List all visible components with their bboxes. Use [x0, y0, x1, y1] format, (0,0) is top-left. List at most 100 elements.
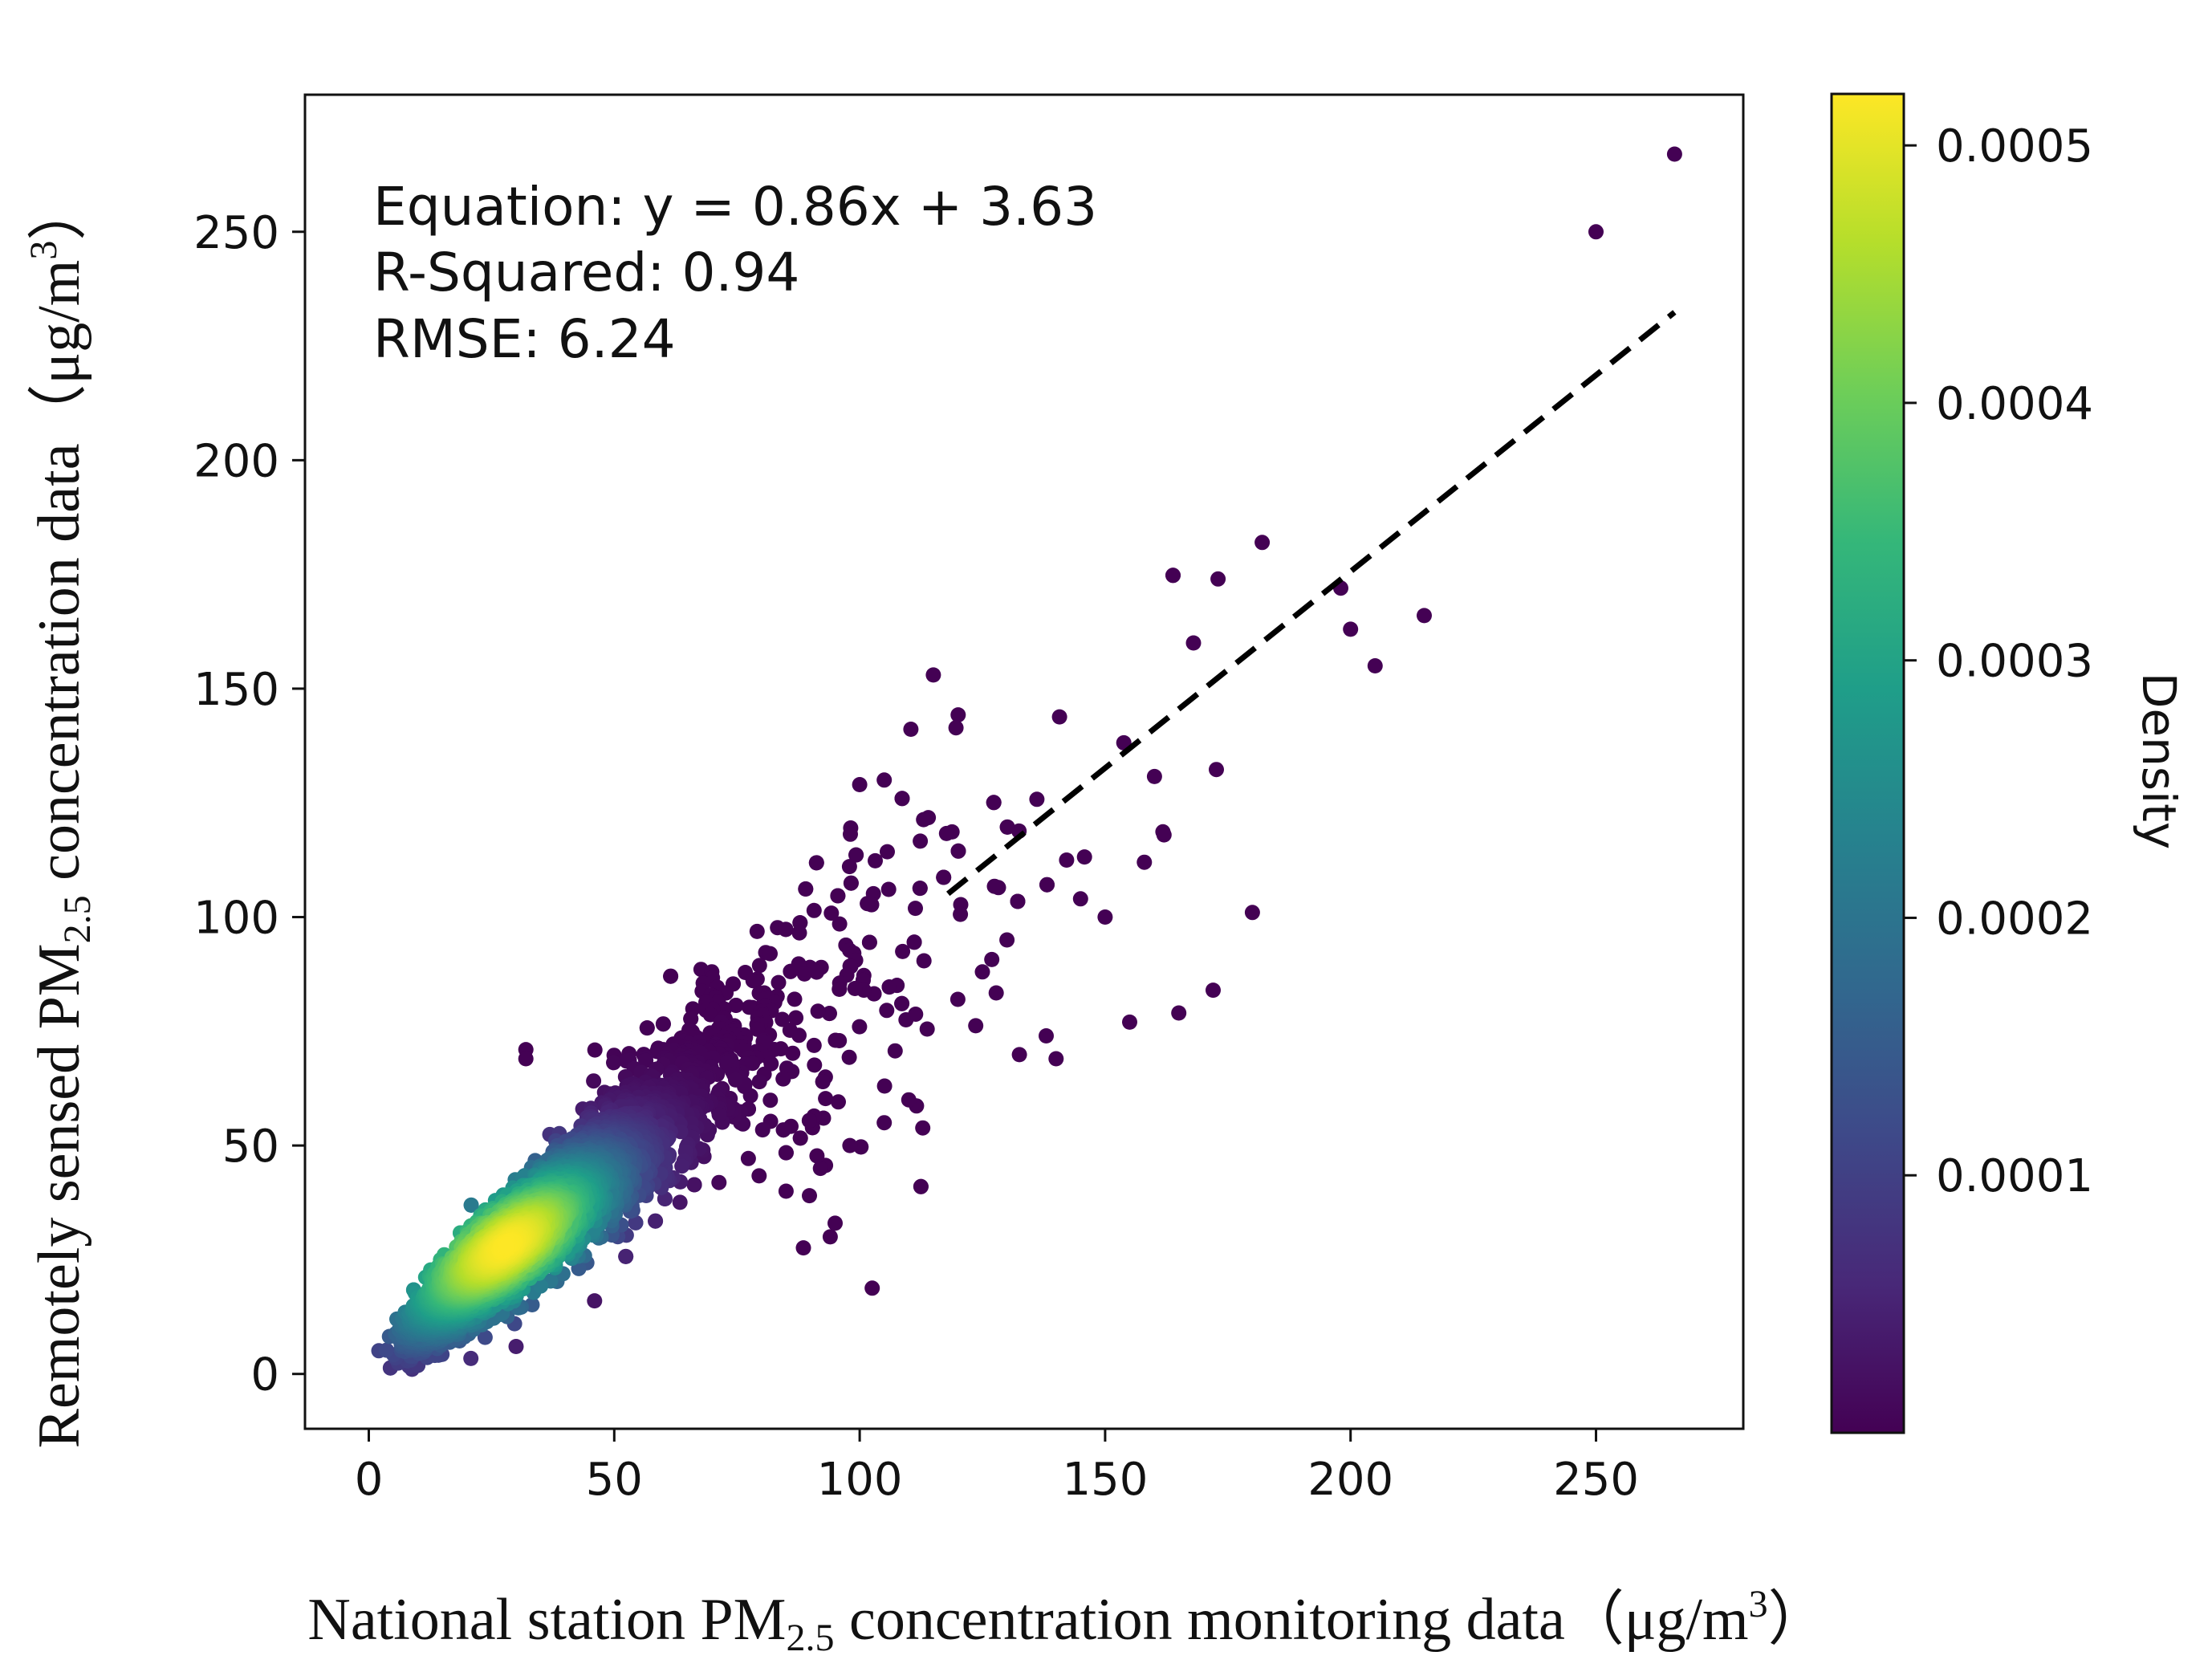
data-point [913, 833, 929, 849]
data-point [822, 1229, 838, 1245]
data-point [788, 1010, 804, 1026]
data-point [894, 995, 910, 1011]
data-point [919, 1021, 935, 1037]
data-point [876, 1115, 893, 1131]
data-point [785, 1045, 801, 1061]
data-point [754, 1122, 771, 1138]
data-point [808, 855, 824, 871]
data-point [1122, 1014, 1137, 1030]
data-point [775, 1011, 791, 1027]
data-point [801, 1113, 817, 1129]
data-point [663, 968, 679, 984]
data-point [802, 1188, 817, 1204]
data-point [986, 795, 1002, 811]
data-point [880, 844, 895, 860]
data-point [868, 852, 883, 869]
data-point [936, 869, 952, 885]
data-point [968, 1018, 984, 1034]
data-point [1010, 893, 1026, 909]
data-point [1076, 849, 1092, 865]
data-point [1254, 535, 1271, 551]
data-point [751, 1168, 767, 1184]
data-point [463, 1350, 479, 1366]
data-point [795, 1240, 811, 1256]
data-point [831, 1094, 846, 1110]
data-point [775, 1122, 791, 1138]
data-point [809, 1148, 825, 1164]
data-point [683, 1011, 699, 1027]
data-point [916, 953, 932, 969]
data-point [986, 878, 1002, 894]
data-point [778, 921, 794, 938]
data-point [827, 1215, 843, 1231]
data-point [762, 946, 778, 962]
data-point [876, 772, 893, 788]
data-point [518, 1051, 534, 1067]
data-point [815, 1074, 831, 1089]
data-point [830, 888, 846, 904]
data-point [806, 902, 822, 918]
data-point [861, 934, 877, 950]
data-point [742, 999, 757, 1015]
data-point [533, 1278, 549, 1294]
data-point [686, 1177, 702, 1193]
data-point [1048, 1051, 1064, 1067]
data-point [796, 966, 812, 982]
data-point [938, 825, 954, 841]
data-point [1588, 224, 1604, 240]
data-point [745, 973, 761, 989]
data-point [728, 1072, 743, 1088]
data-point [672, 1194, 688, 1210]
data-point [778, 1145, 794, 1161]
data-point [906, 934, 922, 950]
data-point [728, 998, 744, 1013]
data-point [953, 906, 969, 922]
data-point [806, 1037, 822, 1053]
data-point [853, 1139, 869, 1155]
data-point [876, 1078, 893, 1094]
data-point [762, 1092, 779, 1109]
data-point [810, 1003, 826, 1019]
data-point [711, 1174, 727, 1190]
data-point [711, 1107, 727, 1123]
data-point [740, 1150, 756, 1166]
data-point [984, 951, 1000, 967]
data-point [606, 1055, 621, 1071]
data-point [1039, 1028, 1054, 1043]
data-point [950, 707, 966, 723]
data-point [1209, 762, 1224, 778]
data-point [1417, 608, 1432, 624]
data-point [787, 991, 803, 1007]
data-point [1059, 852, 1075, 868]
data-point [894, 791, 910, 807]
data-point [925, 667, 941, 683]
data-point [948, 720, 964, 736]
data-point [901, 1092, 917, 1108]
data-point [1666, 146, 1682, 162]
data-point [821, 1006, 837, 1022]
data-point [974, 964, 990, 980]
data-point [587, 1042, 603, 1058]
data-point [880, 881, 897, 897]
data-point [1210, 571, 1226, 587]
data-point [912, 881, 928, 897]
data-point [809, 964, 824, 980]
data-point [916, 812, 932, 828]
data-point [807, 1057, 823, 1073]
data-point [1367, 658, 1383, 673]
data-point [751, 1074, 767, 1090]
data-point [1029, 791, 1045, 807]
data-point [775, 1071, 791, 1087]
data-point [988, 985, 1004, 1001]
data-point [1343, 621, 1359, 637]
data-point [860, 896, 876, 912]
data-point [1039, 877, 1055, 893]
data-point [949, 991, 966, 1007]
data-point [628, 1214, 644, 1231]
data-point [798, 881, 814, 897]
data-point [1011, 1047, 1027, 1063]
data-point [1171, 1005, 1187, 1021]
data-point [852, 777, 868, 792]
data-point [852, 1019, 868, 1035]
